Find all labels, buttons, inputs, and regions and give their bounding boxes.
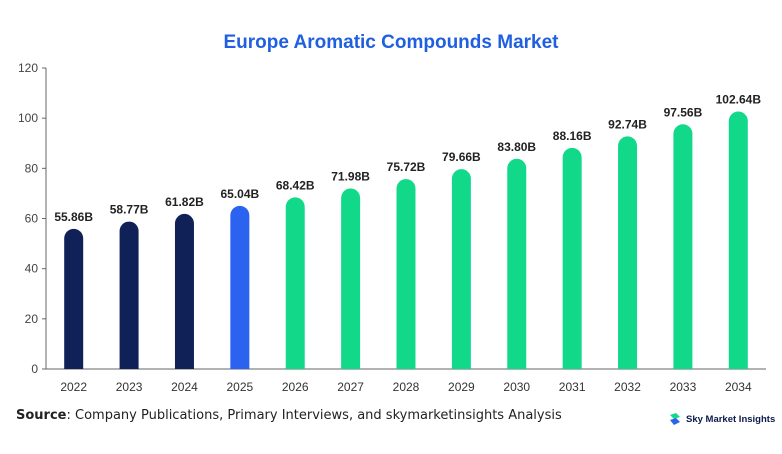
bar — [174, 213, 194, 369]
bar-value-label: 68.42B — [276, 178, 315, 192]
x-tick-label: 2024 — [171, 380, 198, 394]
bar — [285, 197, 305, 369]
x-tick-label: 2032 — [614, 380, 641, 394]
source-note: Source: Company Publications, Primary In… — [16, 408, 562, 423]
y-tick-label: 60 — [25, 212, 39, 226]
bar — [119, 221, 139, 369]
bar-value-label: 71.98B — [331, 169, 370, 183]
bar — [341, 188, 361, 369]
bar-value-label: 92.74B — [608, 117, 647, 131]
bar-value-label: 97.56B — [664, 105, 703, 119]
x-tick-label: 2025 — [226, 380, 253, 394]
x-tick-label: 2028 — [393, 380, 420, 394]
bar-value-label: 75.72B — [387, 160, 426, 174]
bar — [507, 158, 527, 369]
bar — [673, 124, 693, 369]
y-tick-label: 80 — [25, 161, 39, 175]
y-tick-label: 0 — [31, 362, 38, 376]
bar — [451, 169, 471, 369]
source-text: : Company Publications, Primary Intervie… — [66, 408, 562, 423]
bar-value-label: 65.04B — [220, 187, 259, 201]
x-tick-label: 2034 — [725, 380, 752, 394]
bar-value-label: 88.16B — [553, 129, 592, 143]
bar-value-label: 79.66B — [442, 150, 481, 164]
y-tick-label: 120 — [18, 61, 38, 75]
chart-title: Europe Aromatic Compounds Market — [223, 32, 559, 53]
bar-value-label: 83.80B — [497, 140, 536, 154]
sky-logo-icon — [670, 413, 680, 425]
x-tick-label: 2031 — [559, 380, 586, 394]
x-tick-label: 2027 — [337, 380, 364, 394]
x-tick-label: 2030 — [503, 380, 530, 394]
bar — [64, 228, 84, 369]
bar — [230, 205, 250, 369]
bar-value-label: 61.82B — [165, 195, 204, 209]
bar-value-label: 102.64B — [716, 93, 762, 107]
x-tick-label: 2026 — [282, 380, 309, 394]
bar — [728, 111, 748, 369]
source-label: Source — [16, 408, 67, 423]
bar — [618, 136, 638, 369]
y-tick-label: 100 — [18, 111, 38, 125]
x-tick-label: 2022 — [60, 380, 87, 394]
x-tick-label: 2023 — [116, 380, 143, 394]
bar-value-label: 58.77B — [110, 203, 149, 217]
y-tick-label: 40 — [25, 262, 39, 276]
bar — [562, 147, 582, 369]
x-tick-label: 2033 — [670, 380, 697, 394]
bar — [396, 179, 416, 369]
bar-chart: 0 20 40 60 80 100 120 55.86B 2022 58.77B 2023 61.82… — [18, 61, 766, 394]
bar-value-label: 55.86B — [54, 210, 93, 224]
x-tick-label: 2029 — [448, 380, 475, 394]
brand-name: Sky Market Insights — [686, 413, 776, 425]
brand-logo: Sky Market Insights — [668, 412, 775, 426]
y-tick-label: 20 — [25, 312, 39, 326]
